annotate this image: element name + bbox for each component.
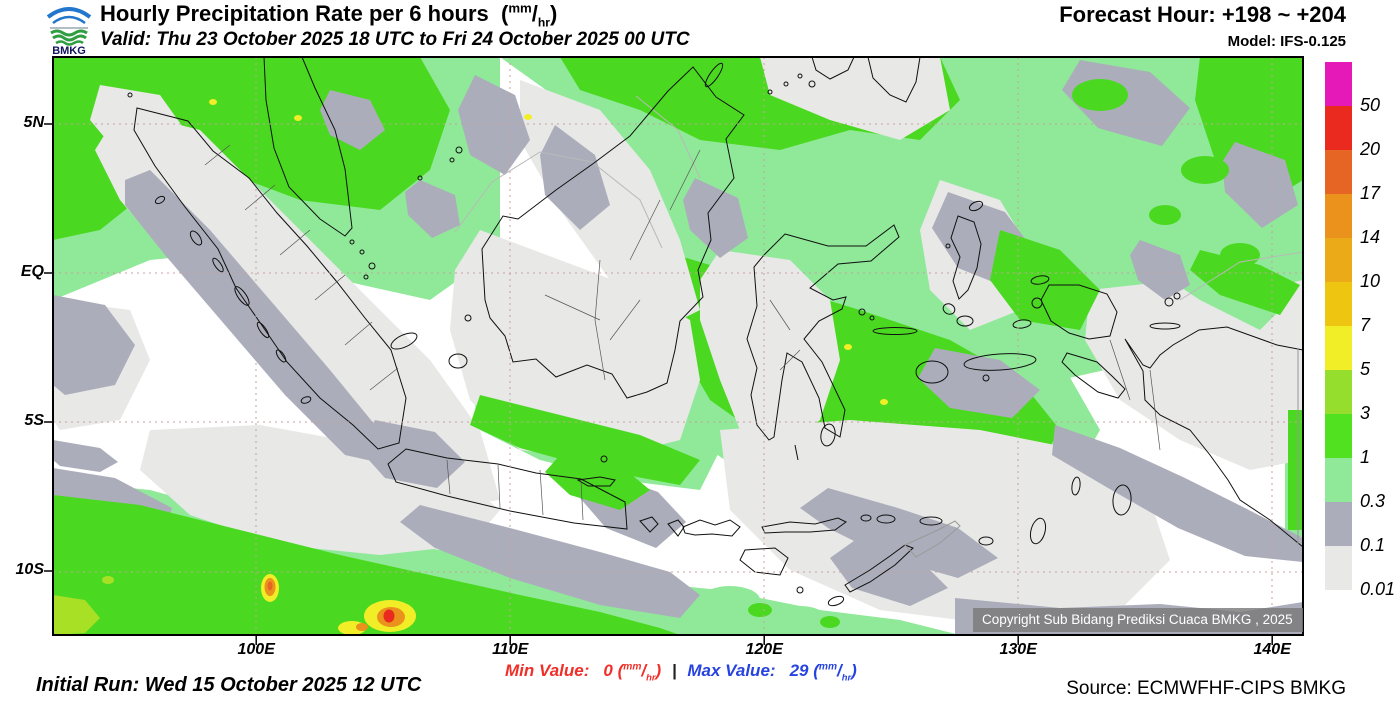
minmax-line: Min Value: 0 (mm/hr) | Max Value: 29 (mm/h… (505, 661, 857, 683)
logo-cloud-arc2 (52, 15, 86, 25)
valid-range: Valid: Thu 23 October 2025 18 UTC to Fri… (100, 29, 690, 50)
logo-wave2 (52, 34, 87, 42)
colorbar-segment-7 (1325, 282, 1352, 326)
colorbar-segment-0.01 (1325, 546, 1352, 590)
graticule (53, 57, 1303, 635)
colorbar-segment-0.3 (1325, 458, 1352, 502)
colorbar-segment-1 (1325, 414, 1352, 458)
colorbar-label-50: 50 (1360, 95, 1381, 115)
logo-cloud-arc (46, 7, 92, 19)
lat-label-5N: 5N (23, 114, 44, 131)
lon-label-130E: 130E (999, 641, 1037, 658)
page-title: Hourly Precipitation Rate per 6 hours (m… (100, 0, 558, 30)
lat-label-EQ: EQ (20, 263, 44, 280)
colorbar-label-14: 14 (1360, 227, 1381, 247)
colorbar-segment-20 (1325, 106, 1352, 150)
heavy-rain-spots (53, 99, 888, 635)
copyright-strip: Copyright Sub Bidang Prediksi Cuaca BMKG… (973, 608, 1303, 632)
colorbar-label-5: 5 (1360, 359, 1371, 379)
colorbar-label-0.3: 0.3 (1360, 491, 1386, 511)
colorbar-segment-0.1 (1325, 502, 1352, 546)
title-unit: (mm/hr) (501, 0, 558, 30)
colorbar-segment-10 (1325, 238, 1352, 282)
colorbar-label-0.1: 0.1 (1360, 535, 1386, 555)
colorbar-segment-5 (1325, 326, 1352, 370)
maritime-boundaries (454, 95, 1303, 301)
lon-label-100E: 100E (237, 641, 275, 658)
precip-field (53, 57, 1303, 635)
source-label: Source: ECMWFHF-CIPS BMKG (1066, 678, 1346, 699)
colorbar-label-1: 1 (1360, 447, 1371, 467)
logo-wave3 (55, 40, 84, 46)
minmax-separator: | (671, 661, 677, 680)
colorbar-label-7: 7 (1360, 315, 1371, 335)
logo-wave1 (50, 29, 88, 37)
colorbar-segment-14 (1325, 194, 1352, 238)
logo-text: BMKG (52, 45, 86, 55)
bmkg-logo: BMKG (46, 7, 92, 55)
min-value: Min Value: 0 (mm/hr) (505, 661, 662, 683)
colorbar-segment-3 (1325, 370, 1352, 414)
colorbar-label-3: 3 (1360, 403, 1371, 423)
lat-label-5S: 5S (24, 412, 44, 429)
colorbar-label-10: 10 (1360, 271, 1381, 291)
lon-label-110E: 110E (492, 641, 529, 658)
forecast-hour: Forecast Hour: +198 ~ +204 (1059, 2, 1346, 27)
max-value: Max Value: 29 (mm/hr) (687, 661, 857, 683)
colorbar-segment-50 (1325, 62, 1352, 106)
lat-label-10S: 10S (15, 561, 44, 578)
colorbar-label-17: 17 (1360, 183, 1381, 203)
colorbar-segment-17 (1325, 150, 1352, 194)
coastlines (127, 57, 1303, 607)
initial-run: Initial Run: Wed 15 October 2025 12 UTC (36, 674, 422, 696)
lon-label-140E: 140E (1253, 641, 1291, 658)
lon-label-120E: 120E (745, 641, 783, 658)
page-title-text: Hourly Precipitation Rate per 6 hours (100, 1, 489, 26)
colorbar-label-20: 20 (1360, 139, 1381, 159)
foreign-borders (904, 348, 1299, 558)
admin-borders (204, 144, 1161, 521)
map-border (52, 56, 1304, 636)
axis-ticks (44, 123, 1273, 645)
model-label: Model: IFS-0.125 (1227, 33, 1346, 50)
colorbar-label-0.01: 0.01 (1360, 579, 1396, 599)
